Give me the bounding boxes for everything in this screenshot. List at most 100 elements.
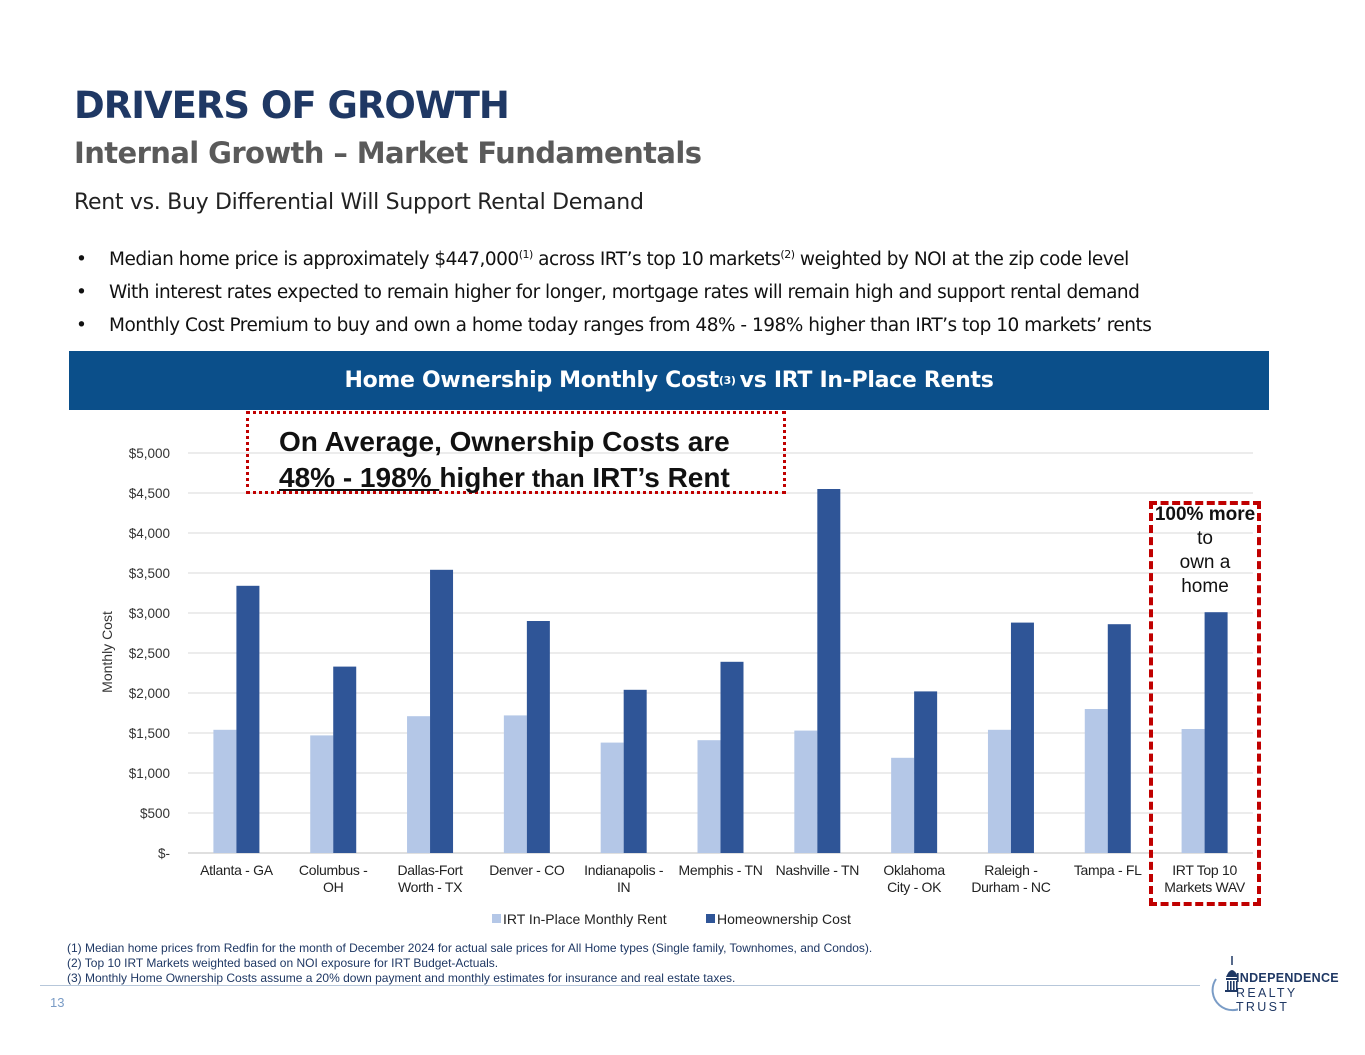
wav-note-text: home [1181,576,1229,597]
bullet-list: • Median home price is approximately $44… [76,246,1152,345]
y-tick-label: $2,500 [129,646,170,661]
footnotes: (1) Median home prices from Redfin for t… [67,941,872,986]
ownership-bar [623,689,647,853]
bullet-marker: • [76,315,87,336]
x-tick-label: Nashville - TN [776,862,859,878]
ownership-bar [1204,612,1228,853]
page-title: DRIVERS OF GROWTH [74,84,510,127]
company-logo: INDEPENDENCE REALTY TRUST [1208,953,1339,1014]
rent-bar [697,740,721,853]
ownership-bar [526,621,550,853]
bars [213,489,1228,853]
ownership-bar [1107,624,1131,853]
ownership-bar [430,569,454,853]
rent-bar [794,730,818,853]
bullet-text: Median home price is approximately $447,… [109,249,519,270]
logo-line-2: REALTY TRUST [1236,986,1298,1014]
rent-bar [213,729,237,853]
page-number: 13 [50,995,65,1010]
rent-bar [503,715,527,853]
x-tick-label: Columbus - [299,862,368,878]
wav-note-text: own a [1179,552,1231,573]
x-tick-label: OH [323,879,343,895]
bullet-marker: • [76,282,87,303]
page-tagline: Rent vs. Buy Differential Will Support R… [74,190,644,215]
rent-bar [891,757,915,853]
x-tick-label: Atlanta - GA [200,862,274,878]
wav-note-text: to [1197,528,1213,549]
x-tick-label: Markets WAV [1164,879,1246,895]
bullet-text: across IRT’s top 10 markets [532,249,781,270]
callout-than: than [524,465,585,493]
logo-line-1: INDEPENDENCE [1236,971,1339,985]
y-tick-label: $1,500 [129,726,170,741]
banner-text: Home Ownership Monthly Cost [344,368,719,393]
ownership-bar [236,585,260,853]
x-tick-label: Raleigh - [984,862,1038,878]
rent-bar [310,735,334,853]
y-tick-label: $- [158,846,170,861]
wav-note-bold: 100% more [1154,504,1256,525]
x-tick-label: Worth - TX [398,879,463,895]
footnote-ref: (2) [780,248,795,261]
x-tick-label: Tampa - FL [1074,862,1142,878]
capitol-dome-icon [1211,956,1238,1012]
x-tick-label: Denver - CO [489,862,565,878]
bullet-text: Monthly Cost Premium to buy and own a ho… [109,315,1152,336]
ownership-bar [720,661,744,853]
legend-swatch [706,914,715,923]
wav-highlight-box [1149,501,1261,906]
bullet-text: With interest rates expected to remain h… [109,282,1140,303]
y-tick-label: $4,000 [129,526,170,541]
average-callout: On Average, Ownership Costs are 48% - 19… [246,411,786,494]
chart-banner: Home Ownership Monthly Cost (3) vs IRT In-… [69,351,1269,410]
footnote-1: (1) Median home prices from Redfin for t… [67,941,873,955]
bullet-text: weighted by NOI at the zip code level [794,249,1129,270]
bullet-item: • Median home price is approximately $44… [76,246,1151,279]
rent-bar [407,716,431,853]
x-tick-label: Dallas-Fort [397,862,463,878]
rent-bar [987,729,1011,853]
y-tick-label: $1,000 [129,766,170,781]
y-axis-label: Monthly Cost [99,611,115,693]
y-tick-label: $5,000 [129,446,170,461]
banner-text: vs IRT In-Place Rents [739,368,994,393]
y-tick-label: $3,000 [129,606,170,621]
y-tick-label: $500 [140,806,170,821]
footnote-ref: (3) [718,374,736,387]
callout-range: 48% - 198% [279,462,440,493]
x-axis-ticks: Atlanta - GA Columbus -OH Dallas-FortWorth… [200,862,1246,895]
y-axis-ticks: $- $500 $1,000 $1,500 $2,000 $2,500 $3,000 $3,5… [129,446,170,861]
rent-bar [1084,709,1108,853]
bullet-item: • With interest rates expected to remain… [76,279,1151,312]
callout-higher: higher [439,462,525,493]
callout-line-1: On Average, Ownership Costs are [279,426,730,457]
callout-line-2: 48% - 198% higher than IRT’s Rent [279,460,783,497]
x-tick-label: Durham - NC [971,879,1050,895]
legend-label: IRT In-Place Monthly Rent [503,911,667,927]
y-tick-label: $4,500 [129,486,170,501]
legend: IRT In-Place Monthly Rent Homeownership C… [492,911,851,927]
ownership-bar [914,691,938,853]
x-tick-label: IN [617,879,630,895]
rent-bar [1181,729,1205,853]
footnote-2: (2) Top 10 IRT Markets weighted based on… [67,956,499,970]
callout-end: IRT’s Rent [584,462,730,493]
x-tick-label: Indianapolis - [584,862,664,878]
bullet-marker: • [76,249,87,270]
wav-note: 100% more to own a home [1151,503,1259,599]
ownership-bar [1010,622,1034,853]
x-tick-label: Oklahoma [883,862,945,878]
x-tick-label: Memphis - TN [678,862,762,878]
legend-label: Homeownership Cost [717,911,851,927]
rent-bar [600,742,624,853]
footnote-ref: (1) [518,248,534,261]
y-tick-label: $2,000 [129,686,170,701]
x-tick-label: IRT Top 10 [1172,862,1237,878]
x-tick-label: City - OK [887,879,942,895]
footnote-3: (3) Monthly Home Ownership Costs assume … [67,971,736,985]
page-subtitle: Internal Growth – Market Fundamentals [74,136,702,170]
ownership-bar [333,666,357,853]
ownership-bar [817,489,841,853]
footer-divider [40,985,1200,986]
